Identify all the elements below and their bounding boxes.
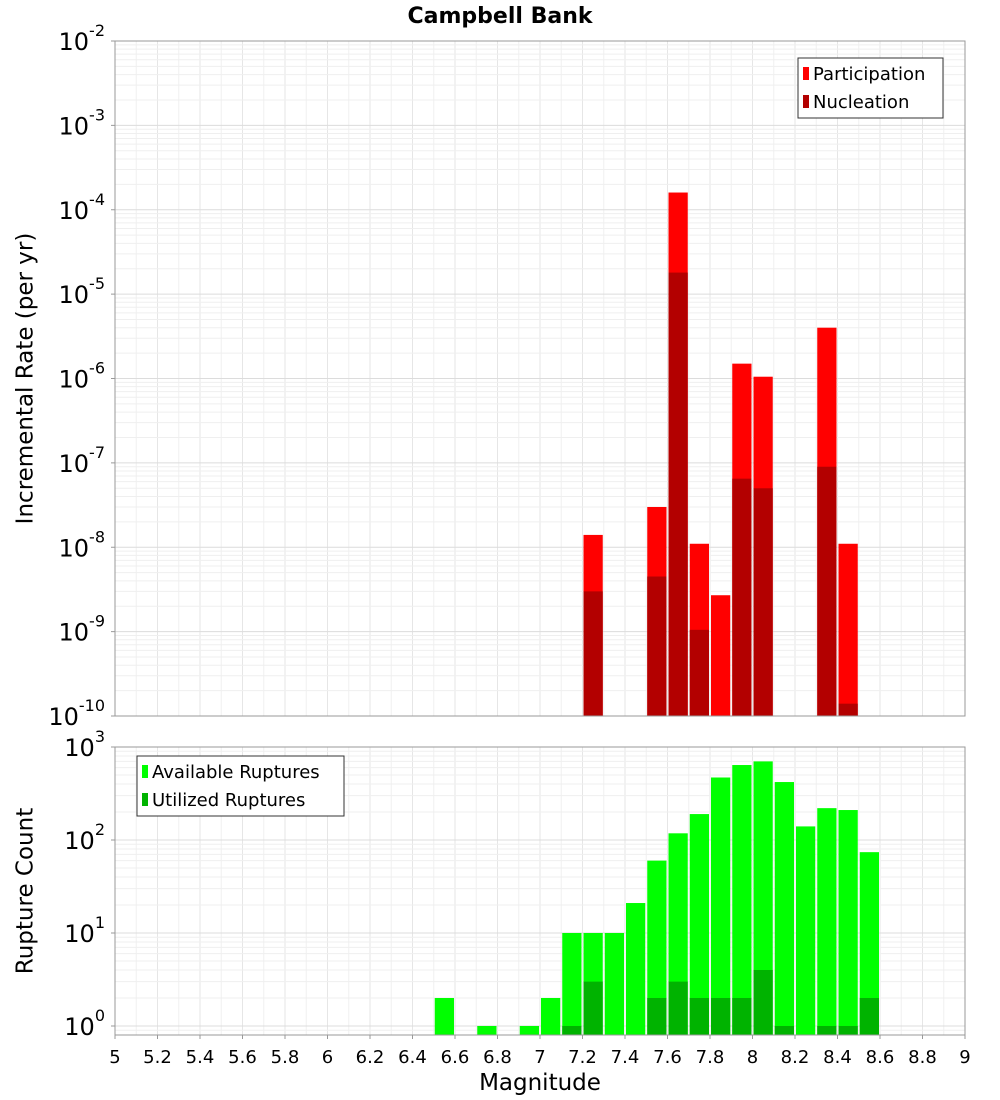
top-y-axis-label: Incremental Rate (per yr) — [13, 233, 39, 525]
x-tick-label-13: 7.6 — [653, 1047, 682, 1068]
x-ticks: 5 5.2 5.4 5.6 5.8 6 6.2 6.4 6.6 6.8 7 7.2 7.4 7.6 7.8 8… — [109, 1035, 971, 1068]
y-tick-label-2: 10-8 — [59, 527, 106, 562]
legend-label-nucleation: Nucleation — [813, 92, 909, 113]
x-tick-label-1: 5.2 — [143, 1047, 172, 1068]
legend-swatch-participation — [803, 67, 809, 80]
bar-available-ruptures-12 — [732, 765, 752, 1035]
bar-available-ruptures-2 — [519, 1025, 539, 1035]
bar-utilized-ruptures-9 — [817, 1025, 837, 1035]
bottom-panel: 100 101 102 103 5 5.2 5.4 5.6 5.8 6 6.2 6.4 6.6 6.8 7… — [13, 727, 971, 1096]
bar-nucleation-1 — [647, 576, 667, 716]
x-tick-label-3: 5.6 — [228, 1047, 257, 1068]
top-y-ticks: 10-10 10-9 10-8 10-7 10-6 10-5 10-4 10-3 10-2 — [48, 21, 115, 731]
y-tick-label-5: 10-5 — [59, 274, 106, 309]
x-tick-label-12: 7.4 — [611, 1047, 640, 1068]
bar-available-ruptures-8 — [647, 860, 667, 1035]
y-tick-label-3: 103 — [64, 727, 105, 762]
bar-utilized-ruptures-7 — [753, 969, 773, 1035]
bar-utilized-ruptures-6 — [732, 997, 752, 1035]
y-tick-label-1: 10-9 — [59, 612, 106, 647]
bar-utilized-ruptures-3 — [668, 981, 688, 1035]
x-tick-label-2: 5.4 — [186, 1047, 215, 1068]
bottom-bars — [434, 761, 879, 1035]
legend-label-participation: Participation — [813, 64, 925, 85]
x-axis-label: Magnitude — [479, 1070, 601, 1096]
y-tick-label-6: 10-4 — [59, 190, 106, 225]
y-tick-label-0: 100 — [64, 1006, 105, 1041]
x-tick-label-8: 6.6 — [441, 1047, 470, 1068]
top-legend: Participation Nucleation — [797, 57, 944, 119]
top-grid — [114, 40, 966, 717]
bar-nucleation-5 — [753, 488, 773, 716]
bar-utilized-ruptures-2 — [647, 997, 667, 1035]
legend-swatch-available-ruptures — [142, 765, 148, 778]
x-tick-label-14: 7.8 — [696, 1047, 725, 1068]
bar-participation-4 — [711, 595, 731, 716]
x-tick-label-10: 7 — [534, 1047, 545, 1068]
x-tick-label-15: 8 — [747, 1047, 758, 1068]
bar-nucleation-6 — [817, 466, 837, 716]
legend-box — [136, 755, 345, 817]
y-tick-label-7: 10-3 — [59, 105, 106, 140]
x-tick-label-9: 6.8 — [483, 1047, 512, 1068]
legend-swatch-nucleation — [803, 95, 809, 108]
bar-available-ruptures-11 — [711, 777, 731, 1035]
x-tick-label-4: 5.8 — [271, 1047, 300, 1068]
x-tick-label-11: 7.2 — [568, 1047, 597, 1068]
bottom-y-ticks: 100 101 102 103 — [64, 727, 115, 1041]
x-tick-label-6: 6.2 — [356, 1047, 385, 1068]
x-tick-label-17: 8.4 — [823, 1047, 852, 1068]
bar-utilized-ruptures-4 — [689, 997, 709, 1035]
bottom-legend: Available Ruptures Utilized Ruptures — [136, 755, 345, 817]
x-tick-label-19: 8.8 — [908, 1047, 937, 1068]
bar-available-ruptures-7 — [626, 903, 646, 1035]
x-tick-label-7: 6.4 — [398, 1047, 427, 1068]
x-tick-label-5: 6 — [322, 1047, 333, 1068]
y-tick-label-4: 10-6 — [59, 359, 106, 394]
x-tick-label-18: 8.6 — [866, 1047, 895, 1068]
y-tick-label-0: 10-10 — [48, 696, 105, 731]
bar-nucleation-7 — [838, 703, 858, 716]
bar-utilized-ruptures-1 — [583, 981, 603, 1035]
bar-available-ruptures-10 — [689, 814, 709, 1035]
y-tick-label-3: 10-7 — [59, 443, 106, 478]
bar-available-ruptures-16 — [817, 808, 837, 1035]
bottom-y-axis-label: Rupture Count — [13, 808, 39, 974]
bar-available-ruptures-0 — [434, 997, 454, 1035]
bar-available-ruptures-17 — [838, 810, 858, 1035]
bar-available-ruptures-4 — [562, 932, 582, 1035]
y-tick-label-8: 10-2 — [59, 21, 106, 56]
x-tick-label-16: 8.2 — [781, 1047, 810, 1068]
bar-utilized-ruptures-11 — [859, 997, 879, 1035]
bar-available-ruptures-1 — [477, 1025, 497, 1035]
y-tick-label-1: 101 — [64, 913, 105, 948]
bar-participation-8 — [838, 543, 858, 716]
bar-available-ruptures-13 — [753, 761, 773, 1035]
legend-label-available-ruptures: Available Ruptures — [152, 762, 320, 783]
figure-title: Campbell Bank — [408, 4, 594, 29]
bar-nucleation-2 — [668, 272, 688, 716]
x-tick-label-20: 9 — [959, 1047, 970, 1068]
bar-utilized-ruptures-0 — [562, 1025, 582, 1035]
bar-utilized-ruptures-5 — [711, 997, 731, 1035]
bar-available-ruptures-18 — [859, 852, 879, 1035]
y-tick-label-2: 102 — [64, 820, 105, 855]
bar-available-ruptures-14 — [774, 782, 794, 1035]
bar-available-ruptures-6 — [604, 932, 624, 1035]
legend-label-utilized-ruptures: Utilized Ruptures — [152, 790, 305, 811]
legend-box — [797, 57, 944, 119]
x-tick-label-0: 5 — [109, 1047, 120, 1068]
top-panel: 10-10 10-9 10-8 10-7 10-6 10-5 10-4 10-3 10-2 In… — [13, 21, 966, 731]
top-bars — [583, 192, 858, 717]
legend-swatch-utilized-ruptures — [142, 793, 148, 806]
bar-nucleation-4 — [732, 478, 752, 716]
bar-available-ruptures-3 — [541, 997, 561, 1035]
bar-nucleation-3 — [689, 629, 709, 716]
bar-available-ruptures-15 — [796, 826, 816, 1035]
bar-utilized-ruptures-10 — [838, 1025, 858, 1035]
bar-nucleation-0 — [583, 591, 603, 716]
bar-utilized-ruptures-8 — [774, 1025, 794, 1035]
